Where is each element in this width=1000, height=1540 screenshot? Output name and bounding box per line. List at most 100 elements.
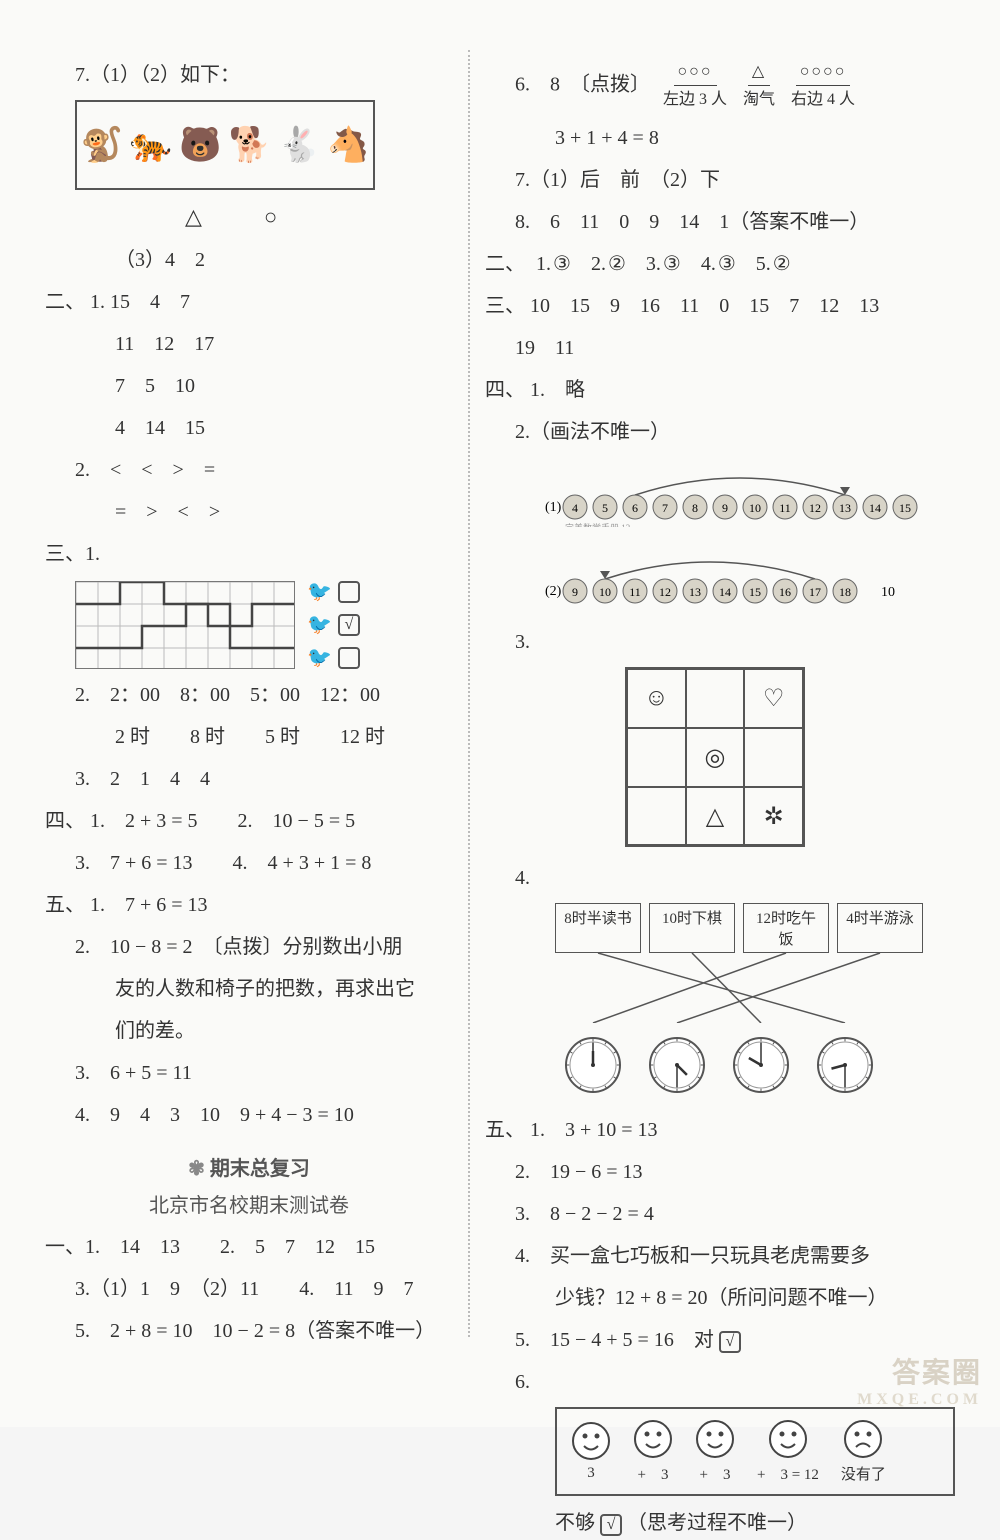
- b1-5: 5. 2 + 8 = 10 10 − 2 = 8（答案不唯一）: [45, 1314, 453, 1348]
- smiley-item: + 3: [695, 1419, 735, 1484]
- review-title: 期末总复习: [45, 1152, 453, 1181]
- circled-num: ③: [718, 253, 736, 275]
- bird-row: 🐦: [307, 645, 360, 670]
- bird-icon: 🐦: [307, 579, 332, 604]
- s5-4: 4. 9 4 3 10 9 + 4 − 3 = 10: [45, 1098, 453, 1132]
- r-s2-items: 1.③2.②3.③4.③5.②: [530, 253, 805, 275]
- svg-text:+7: +7: [732, 457, 748, 461]
- svg-text:12: 12: [659, 585, 671, 599]
- clock-icon: [817, 1037, 873, 1093]
- r-s5-1: 1. 3 + 10 = 13: [530, 1119, 658, 1141]
- grid-cell: [744, 728, 803, 787]
- r-sec4-label: 四、: [485, 373, 525, 407]
- grid-cell: ♡: [744, 669, 803, 728]
- s3-2b: 2 时 8 时 5 时 12 时: [45, 720, 453, 754]
- svg-text:(1): (1): [545, 500, 562, 515]
- svg-text:(2): (2): [545, 584, 562, 599]
- smiley-item: 没有了: [841, 1419, 886, 1484]
- subtitle: 北京市名校期末测试卷: [45, 1189, 453, 1218]
- grid-cell: [627, 787, 686, 846]
- item-label: 5.: [756, 253, 771, 275]
- s5-2b: 友的人数和椅子的把数，再求出它: [45, 972, 453, 1006]
- frac-container: ○○○左边 3 人△淘气○○○○右边 4 人: [655, 73, 863, 95]
- s4-3: 3. 7 + 6 = 13 4. 4 + 3 + 1 = 8: [45, 846, 453, 880]
- svg-text:10: 10: [749, 501, 761, 515]
- s2-1-row1: 11 12 17: [45, 327, 453, 361]
- clock: [733, 1037, 789, 1099]
- s4-1: 1. 2 + 3 = 5 2. 10 − 5 = 5: [90, 810, 355, 832]
- connection-lines: [555, 953, 955, 1023]
- animal-icon: 🐒: [80, 125, 122, 165]
- smiley-item: + 3 = 12: [757, 1419, 819, 1484]
- checkbox: √: [338, 614, 360, 636]
- r-s4-3: 3.: [485, 625, 955, 659]
- r-q6: 6. 8 〔点拨〕 ○○○左边 3 人△淘气○○○○右边 4 人: [485, 58, 955, 113]
- r-s3-line2: 19 11: [485, 331, 955, 365]
- svg-text:5: 5: [602, 501, 608, 515]
- r-s5-6b: 不够 √ （思考过程不唯一）: [485, 1506, 955, 1540]
- svg-text:9: 9: [722, 501, 728, 515]
- r-sec3-label: 三、: [485, 289, 525, 323]
- svg-text:−7: −7: [702, 541, 718, 545]
- bird-row: 🐦√: [307, 612, 360, 637]
- r-q7: 7.（1）后 前 （2）下: [485, 163, 955, 197]
- left-column: 7.（1）（2）如下： 🐒🐅🐻🐕🐇🐴 △ ○ （3）4 2 二、 1. 15 4…: [30, 50, 468, 1337]
- grid-cell: [686, 669, 745, 728]
- page: 7.（1）（2）如下： 🐒🐅🐻🐕🐇🐴 △ ○ （3）4 2 二、 1. 15 4…: [0, 0, 1000, 1427]
- q7-head: 7.（1）（2）如下：: [45, 58, 453, 92]
- animal-icon: 🐻: [179, 125, 221, 165]
- sec3-1: 三、 1.: [45, 537, 453, 571]
- s3-2a: 2. 2：00 8：00 5：00 12：00: [45, 678, 453, 712]
- item-label: 3.: [646, 253, 661, 275]
- svg-text:完美数学手册 13: 完美数学手册 13: [565, 522, 631, 527]
- face-icon: [633, 1419, 673, 1459]
- bird-row: 🐦: [307, 579, 360, 604]
- smiley-item: + 3: [633, 1419, 673, 1484]
- r-s5-4b: 少钱？12 + 8 = 20（所问问题不唯一）: [485, 1281, 955, 1315]
- r-q8: 8. 6 11 0 9 14 1（答案不唯一）: [485, 205, 955, 239]
- s5-1: 1. 7 + 6 = 13: [90, 894, 208, 916]
- animal-icon: 🐅: [130, 125, 172, 165]
- checkbox: [338, 581, 360, 603]
- maze-grid: [75, 581, 295, 669]
- s5-2c: 们的差。: [45, 1014, 453, 1048]
- face-icon: [843, 1419, 883, 1459]
- sec4: 四、 1. 2 + 3 = 5 2. 10 − 5 = 5: [45, 804, 453, 838]
- svg-text:11: 11: [779, 501, 791, 515]
- grid-cell: △: [686, 787, 745, 846]
- watermark-en: MXQE.COM: [857, 1391, 982, 1409]
- check-icon: √: [719, 1331, 741, 1353]
- svg-text:9: 9: [572, 585, 578, 599]
- r-s5-6b-post: （思考过程不唯一）: [627, 1512, 807, 1534]
- face-icon: [571, 1421, 611, 1461]
- item-label: 1.: [536, 253, 551, 275]
- q6-eq: 3 + 1 + 4 = 8: [485, 121, 955, 155]
- activity-box: 12时吃午饭: [743, 903, 829, 953]
- svg-text:10: 10: [881, 585, 895, 600]
- circled-num: ②: [773, 253, 791, 275]
- grid-cell: ☺: [627, 669, 686, 728]
- face-icon: [695, 1419, 735, 1459]
- grid-3x3: ☺♡◎△✲: [625, 667, 805, 847]
- r-s5-6b-pre: 不够: [555, 1512, 595, 1534]
- s2-2b: = > < >: [45, 495, 453, 529]
- svg-text:14: 14: [719, 585, 731, 599]
- svg-text:12: 12: [809, 501, 821, 515]
- numline-2: −7(2)910111213141516171810: [545, 541, 955, 611]
- r-s3-line1: 10 15 9 16 11 0 15 7 12 13: [530, 295, 879, 317]
- activity-box: 4时半游泳: [837, 903, 923, 953]
- svg-text:14: 14: [869, 501, 881, 515]
- svg-text:7: 7: [662, 501, 668, 515]
- bird-icon: 🐦: [307, 645, 332, 670]
- sec2-label: 二、: [45, 285, 85, 319]
- svg-text:16: 16: [779, 585, 791, 599]
- b1-1: 一、1. 14 13 2. 5 7 12 15: [45, 1230, 453, 1264]
- svg-text:6: 6: [632, 501, 638, 515]
- q6-head: 6. 8 〔点拨〕: [515, 73, 650, 95]
- clock: [817, 1037, 873, 1099]
- svg-text:13: 13: [689, 585, 701, 599]
- r-sec2: 二、 1.③2.②3.③4.③5.②: [485, 247, 955, 281]
- circled-num: ③: [553, 253, 571, 275]
- svg-text:11: 11: [629, 585, 641, 599]
- s2-1-row0: 15 4 7: [110, 291, 190, 313]
